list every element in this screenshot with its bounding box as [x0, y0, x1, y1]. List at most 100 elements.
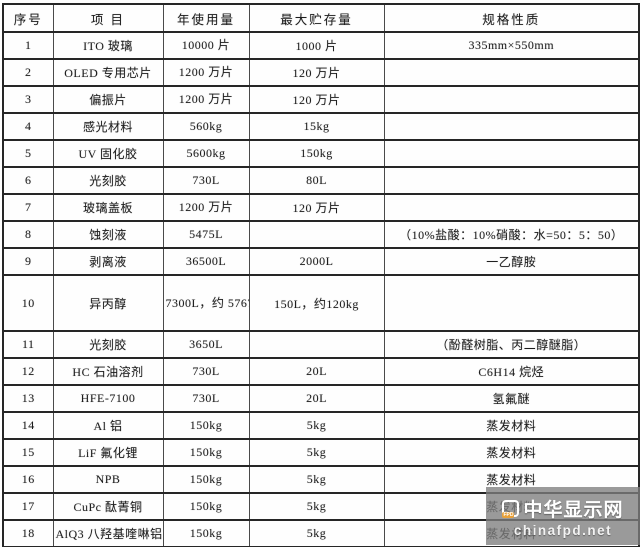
- table-row: 11 光刻胶 3650L （酚醛树脂、丙二醇醚脂）: [2, 330, 640, 359]
- cell-annual-usage: 730L: [162, 357, 250, 386]
- watermark-site-name: 中华显示网: [523, 499, 624, 521]
- cell-item: 感光材料: [52, 112, 164, 141]
- cell-spec: 氢氟醚: [383, 384, 640, 413]
- table-row: 16 NPB 150kg 5kg 蒸发材料: [2, 465, 640, 494]
- cell-spec: [383, 58, 640, 87]
- table-row: 3 偏振片 1200 万片 120 万片: [2, 85, 640, 114]
- cell-number: 11: [2, 330, 54, 359]
- cell-annual-usage: 7300L，约 5767kg: [162, 274, 250, 332]
- watermark-title-row: FPD 中华显示网: [502, 495, 623, 522]
- cell-annual-usage: 5475L: [162, 220, 250, 249]
- cell-item: AlQ3 八羟基喹啉铝: [52, 519, 164, 547]
- fpd-logo-icon: FPD: [502, 499, 520, 518]
- cell-annual-usage: 730L: [162, 384, 250, 413]
- cell-annual-usage: 150kg: [162, 519, 250, 547]
- cell-number: 13: [2, 384, 54, 413]
- cell-spec: [383, 112, 640, 141]
- table-row: 6 光刻胶 730L 80L: [2, 166, 640, 195]
- cell-annual-usage: 560kg: [162, 112, 250, 141]
- cell-annual-usage: 3650L: [162, 330, 250, 359]
- cell-item: 偏振片: [52, 85, 164, 114]
- site-watermark: FPD 中华显示网 chinafpd.net: [486, 487, 640, 545]
- cell-spec: 一乙醇胺: [383, 247, 640, 276]
- table-header: 序号 项 目 年使用量 最大贮存量 规格性质: [2, 3, 640, 33]
- cell-item: 玻璃盖板: [52, 193, 164, 222]
- table-row: 7 玻璃盖板 1200 万片 120 万片: [2, 193, 640, 222]
- header-row: 序号 项 目 年使用量 最大贮存量 规格性质: [2, 3, 640, 33]
- cell-number: 3: [2, 85, 54, 114]
- cell-item: 光刻胶: [52, 330, 164, 359]
- cell-spec: [383, 139, 640, 168]
- cell-max-storage: 120 万片: [248, 58, 385, 87]
- cell-spec: 335mm×550mm: [383, 31, 640, 60]
- cell-annual-usage: 36500L: [162, 247, 250, 276]
- table-row: 9 剥离液 36500L 2000L 一乙醇胺: [2, 247, 640, 276]
- header-annual-usage: 年使用量: [162, 3, 250, 33]
- cell-annual-usage: 1200 万片: [162, 85, 250, 114]
- cell-item: 光刻胶: [52, 166, 164, 195]
- cell-spec: [383, 274, 640, 332]
- cell-annual-usage: 1200 万片: [162, 193, 250, 222]
- cell-max-storage: 15kg: [248, 112, 385, 141]
- cell-max-storage: 20L: [248, 357, 385, 386]
- watermark-site-url: chinafpd.net: [513, 522, 613, 538]
- cell-number: 16: [2, 465, 54, 494]
- header-number: 序号: [2, 3, 54, 33]
- cell-annual-usage: 5600kg: [162, 139, 250, 168]
- cell-spec: [383, 193, 640, 222]
- cell-number: 15: [2, 438, 54, 467]
- table-row: 2 OLED 专用芯片 1200 万片 120 万片: [2, 58, 640, 87]
- cell-annual-usage: 730L: [162, 166, 250, 195]
- cell-item: Al 铝: [52, 411, 164, 440]
- cell-item: 异丙醇: [52, 274, 164, 332]
- table-row: 8 蚀刻液 5475L （10%盐酸：10%硝酸：水=50：5：50）: [2, 220, 640, 249]
- cell-spec: C6H14 烷烃: [383, 357, 640, 386]
- cell-spec: （酚醛树脂、丙二醇醚脂）: [383, 330, 640, 359]
- cell-max-storage: 20L: [248, 384, 385, 413]
- table-row: 12 HC 石油溶剂 730L 20L C6H14 烷烃: [2, 357, 640, 386]
- cell-max-storage: 150kg: [248, 139, 385, 168]
- header-max-storage: 最大贮存量: [248, 3, 385, 33]
- cell-annual-usage: 1200 万片: [162, 58, 250, 87]
- cell-max-storage: [248, 220, 385, 249]
- cell-max-storage: 150L，约120kg: [248, 274, 385, 332]
- cell-number: 2: [2, 58, 54, 87]
- table-row: 5 UV 固化胶 5600kg 150kg: [2, 139, 640, 168]
- header-spec: 规格性质: [383, 3, 640, 33]
- cell-max-storage: 5kg: [248, 519, 385, 547]
- cell-number: 6: [2, 166, 54, 195]
- cell-max-storage: 5kg: [248, 492, 385, 521]
- cell-item: HFE-7100: [52, 384, 164, 413]
- cell-annual-usage: 10000 片: [162, 31, 250, 60]
- cell-number: 4: [2, 112, 54, 141]
- cell-annual-usage: 150kg: [162, 411, 250, 440]
- header-item: 项 目: [52, 3, 164, 33]
- cell-max-storage: 120 万片: [248, 85, 385, 114]
- cell-spec: 蒸发材料: [383, 411, 640, 440]
- cell-item: CuPc 酞菁铜: [52, 492, 164, 521]
- cell-annual-usage: 150kg: [162, 465, 250, 494]
- cell-max-storage: 5kg: [248, 438, 385, 467]
- cell-max-storage: [248, 330, 385, 359]
- table-row: 1 ITO 玻璃 10000 片 1000 片 335mm×550mm: [2, 31, 640, 60]
- cell-item: 蚀刻液: [52, 220, 164, 249]
- cell-max-storage: 80L: [248, 166, 385, 195]
- cell-number: 9: [2, 247, 54, 276]
- table-row: 13 HFE-7100 730L 20L 氢氟醚: [2, 384, 640, 413]
- materials-table: 序号 项 目 年使用量 最大贮存量 规格性质 1 ITO 玻璃 10000 片 …: [2, 3, 640, 547]
- cell-number: 10: [2, 274, 54, 332]
- cell-max-storage: 2000L: [248, 247, 385, 276]
- cell-number: 8: [2, 220, 54, 249]
- cell-spec: [383, 85, 640, 114]
- cell-max-storage: 120 万片: [248, 193, 385, 222]
- cell-item: 剥离液: [52, 247, 164, 276]
- cell-number: 14: [2, 411, 54, 440]
- cell-spec: （10%盐酸：10%硝酸：水=50：5：50）: [383, 220, 640, 249]
- cell-item: UV 固化胶: [52, 139, 164, 168]
- cell-max-storage: 5kg: [248, 465, 385, 494]
- cell-spec: [383, 166, 640, 195]
- cell-annual-usage: 150kg: [162, 492, 250, 521]
- cell-max-storage: 5kg: [248, 411, 385, 440]
- cell-item: ITO 玻璃: [52, 31, 164, 60]
- cell-number: 7: [2, 193, 54, 222]
